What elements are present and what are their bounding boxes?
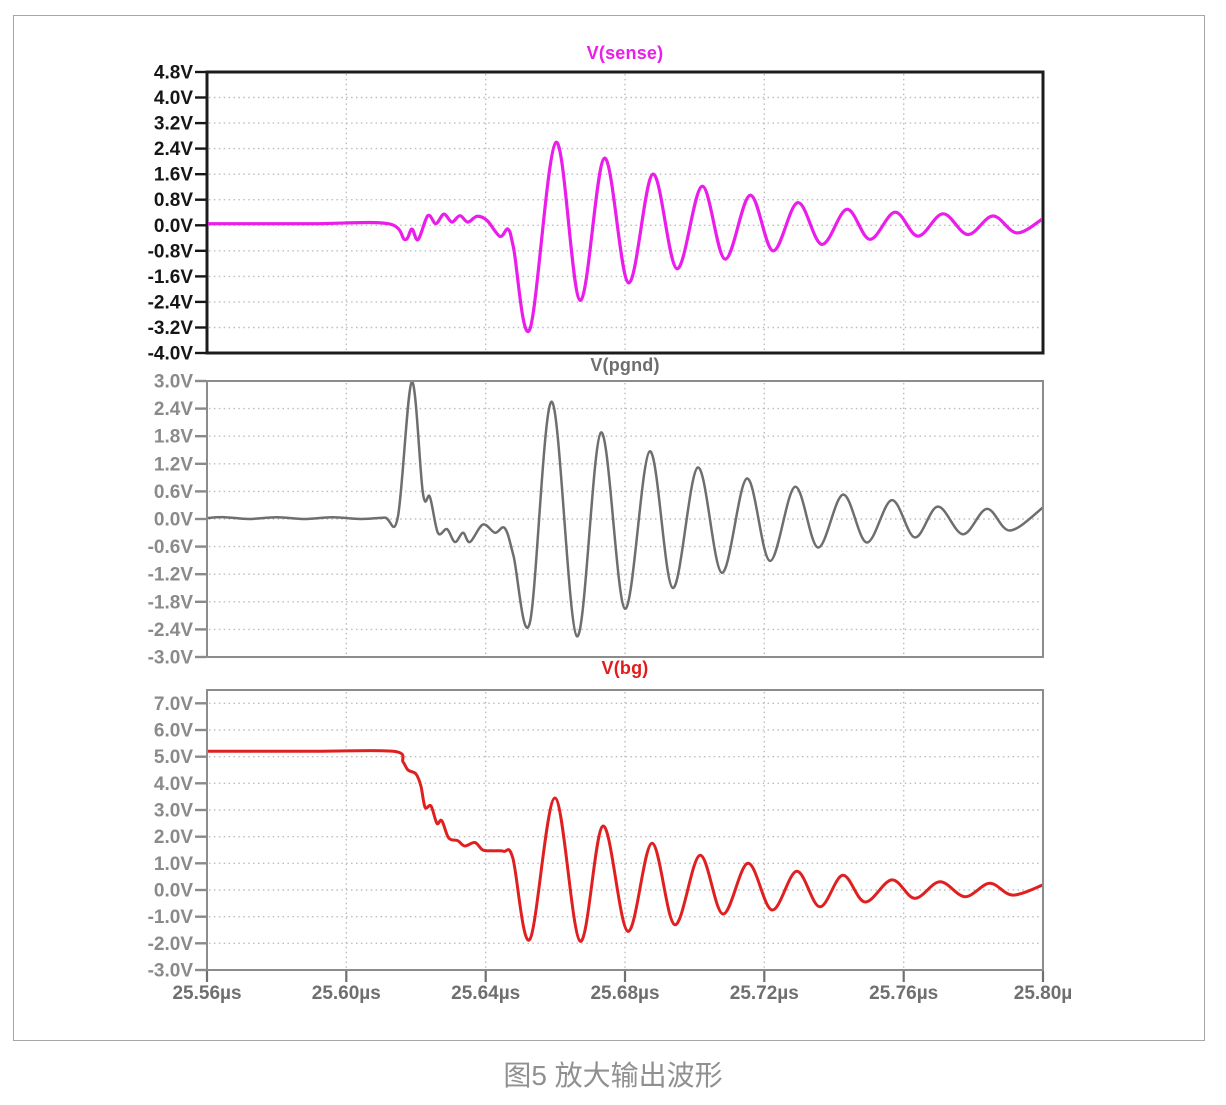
y-tick-label: 6.0V	[154, 721, 193, 742]
y-tick-label: -2.0V	[148, 934, 194, 955]
y-tick-label: 5.0V	[154, 747, 193, 768]
trace-vpgnd	[208, 382, 1042, 638]
y-tick-label: 3.0V	[154, 372, 193, 393]
y-tick-label: -2.4V	[148, 292, 194, 313]
y-tick-label: 7.0V	[154, 694, 193, 715]
y-tick-label: 2.4V	[154, 399, 193, 420]
y-tick-label: 3.0V	[154, 801, 193, 822]
y-tick-label: 1.8V	[154, 427, 193, 448]
x-tick-label: 25.56µs	[172, 983, 242, 1004]
y-tick-label: -1.6V	[148, 267, 194, 288]
y-tick-label: -0.6V	[148, 537, 194, 558]
y-tick-label: 4.8V	[154, 63, 193, 84]
x-tick-label: 25.72µs	[729, 983, 799, 1004]
y-tick-label: -1.8V	[148, 592, 194, 613]
x-tick-label: 25.64µs	[451, 983, 521, 1004]
y-tick-label: 0.0V	[154, 216, 193, 237]
y-tick-label: 2.0V	[154, 827, 193, 848]
y-tick-label: -1.0V	[148, 907, 194, 928]
y-tick-label: 1.6V	[154, 165, 193, 186]
y-tick-label: 0.8V	[154, 190, 193, 211]
trace-vbg	[208, 749, 1042, 943]
y-tick-label: 0.0V	[154, 510, 193, 531]
y-tick-label: -3.0V	[148, 648, 194, 669]
y-tick-label: 1.0V	[154, 854, 193, 875]
trace-vsense	[208, 140, 1042, 334]
plot-border	[206, 689, 1044, 971]
x-axis-labels: 25.56µs 25.60µs 25.64µs 25.68µs 25.72µs …	[0, 983, 1226, 1009]
y-tick-label: 4.0V	[154, 88, 193, 109]
plot-title-vpgnd: V(pgnd)	[590, 355, 660, 375]
y-tick-label: 0.6V	[154, 482, 193, 503]
plot-border	[205, 70, 1045, 355]
y-tick-label: -3.0V	[148, 961, 194, 982]
y-tick-label: -2.4V	[148, 620, 194, 641]
x-tick-label: 25.76µs	[869, 983, 939, 1004]
y-tick-label: 2.4V	[154, 139, 193, 160]
plot-border	[206, 380, 1044, 658]
y-tick-label: 0.0V	[154, 881, 193, 902]
y-tick-label: -3.2V	[148, 318, 194, 339]
y-tick-label: -1.2V	[148, 565, 194, 586]
x-tick-label: 25.80µ	[1013, 983, 1073, 1004]
plot-title-vbg: V(bg)	[601, 658, 649, 678]
y-tick-label: 4.0V	[154, 774, 193, 795]
x-tick-label: 25.60µs	[311, 983, 381, 1004]
x-tick-label: 25.68µs	[590, 983, 660, 1004]
y-tick-label: 1.2V	[154, 454, 193, 475]
figure-caption: 图5 放大输出波形	[503, 1060, 723, 1091]
plot-title-vsense: V(sense)	[586, 43, 664, 63]
y-tick-label: -0.8V	[148, 241, 194, 262]
y-tick-label: -4.0V	[148, 344, 194, 365]
y-tick-label: 3.2V	[154, 114, 193, 135]
